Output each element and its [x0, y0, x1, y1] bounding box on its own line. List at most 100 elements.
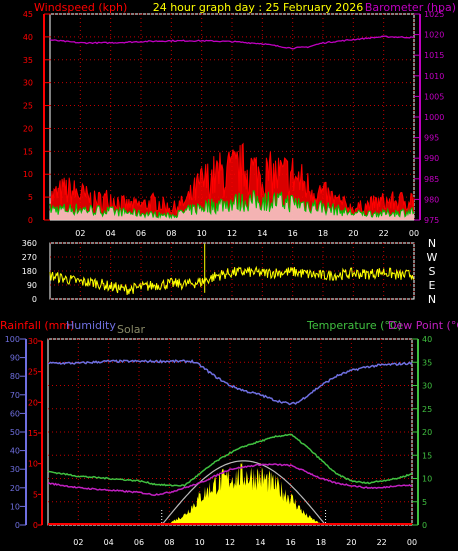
barometer-tick: 1005 [424, 92, 444, 101]
barometer-line [49, 35, 415, 50]
direction-axis: 0 90 180 270 360 [22, 239, 37, 304]
windspeed-tick: 10 [23, 170, 33, 179]
humidity-axis: 0 10 20 30 40 50 60 70 80 90 100 [5, 335, 27, 530]
dewpoint-label: Dew Point (°C) [388, 319, 458, 332]
direction-tick: 270 [22, 253, 37, 262]
windspeed-area [50, 143, 414, 220]
windspeed-tick: 45 [23, 10, 33, 19]
temperature-tick: 0 [422, 521, 427, 530]
windspeed-axis: 0 5 10 15 20 25 30 35 40 45 [23, 10, 50, 225]
direction-tick: 0 [32, 295, 37, 304]
barometer-tick: 985 [424, 175, 439, 184]
windspeed-tick: 20 [23, 124, 33, 133]
humidity-tick: 90 [10, 354, 20, 363]
humidity-tick: 60 [10, 409, 20, 418]
time-tick: 22 [379, 229, 389, 238]
rainfall-tick: 15 [28, 429, 38, 438]
direction-tick: 360 [22, 239, 37, 248]
direction-tick: 90 [27, 281, 37, 290]
barometer-label: Barometer (hpa) [365, 1, 456, 14]
temperature-label: Temperature (°C) [306, 319, 402, 332]
windspeed-tick: 25 [23, 102, 33, 111]
barometer-tick: 1010 [424, 72, 444, 81]
dewpoint-line [47, 463, 413, 497]
temperature-tick: 20 [422, 428, 432, 437]
time-tick: 16 [286, 538, 296, 547]
time-tick: 02 [75, 229, 85, 238]
time-tick: 00 [407, 538, 417, 547]
time-tick: 12 [225, 538, 235, 547]
temperature-tick: 40 [422, 335, 432, 344]
compass-label: N [428, 293, 436, 306]
windspeed-tick: 15 [23, 147, 33, 156]
time-tick: 08 [164, 538, 174, 547]
humidity-line [47, 359, 413, 406]
time-tick: 06 [136, 229, 146, 238]
barometer-tick: 990 [424, 154, 439, 163]
rainfall-tick: 0 [33, 521, 38, 530]
rainfall-axis: 0 5 10 15 20 25 30 [28, 337, 43, 530]
time-tick: 00 [409, 229, 419, 238]
temperature-tick: 25 [422, 405, 432, 414]
wind-time-axis: 02 04 06 08 10 12 14 16 18 20 22 00 [75, 229, 419, 238]
windspeed-tick: 35 [23, 56, 33, 65]
humidity-tick: 30 [10, 465, 20, 474]
time-tick: 06 [134, 538, 144, 547]
temp-series [47, 359, 413, 526]
temperature-tick: 15 [422, 451, 432, 460]
wind-mean-area [50, 190, 414, 220]
temperature-tick: 5 [422, 498, 427, 507]
direction-panel-grid [50, 242, 415, 300]
windspeed-tick: 0 [28, 216, 33, 225]
compass-label: S [429, 265, 436, 278]
rainfall-tick: 5 [33, 490, 38, 499]
direction-line [49, 265, 415, 295]
wind-series [49, 35, 415, 220]
time-tick: 22 [377, 538, 387, 547]
barometer-tick: 1020 [424, 31, 444, 40]
barometer-axis: 975 980 985 990 995 1000 1005 1010 1015 1020 1025 [414, 10, 444, 225]
humidity-tick: 20 [10, 484, 20, 493]
humidity-label: Humidity [66, 319, 116, 332]
time-tick: 16 [288, 229, 298, 238]
barometer-tick: 975 [424, 216, 439, 225]
humidity-tick: 70 [10, 391, 20, 400]
barometer-tick: 1025 [424, 10, 444, 19]
wind-gust-line [49, 190, 415, 220]
temperature-axis: 0 5 10 15 20 25 30 35 40 [412, 335, 432, 530]
humidity-tick: 10 [10, 502, 20, 511]
time-tick: 20 [346, 538, 356, 547]
humidity-tick: 40 [10, 447, 20, 456]
compass-label: W [427, 251, 438, 264]
barometer-tick: 1015 [424, 51, 444, 60]
direction-tick: 180 [22, 267, 37, 276]
rainfall-tick: 25 [28, 368, 38, 377]
windspeed-label: Windspeed (kph) [34, 1, 127, 14]
humidity-tick: 0 [15, 521, 20, 530]
time-tick: 08 [166, 229, 176, 238]
time-tick: 04 [104, 538, 114, 547]
time-tick: 10 [197, 229, 207, 238]
time-tick: 04 [106, 229, 116, 238]
compass-label: E [429, 279, 436, 292]
direction-series [49, 243, 415, 295]
time-tick: 02 [73, 538, 83, 547]
time-tick: 14 [257, 229, 267, 238]
time-tick: 14 [255, 538, 265, 547]
compass-label: N [428, 237, 436, 250]
windspeed-tick: 30 [23, 79, 33, 88]
barometer-tick: 995 [424, 134, 439, 143]
temperature-tick: 30 [422, 382, 432, 391]
windspeed-tick: 5 [28, 193, 33, 202]
temperature-tick: 10 [422, 475, 432, 484]
temperature-tick: 35 [422, 358, 432, 367]
temperature-line [47, 433, 413, 487]
solar-max-curve [161, 460, 327, 526]
time-tick: 18 [316, 538, 326, 547]
humidity-tick: 80 [10, 372, 20, 381]
temp-time-axis: 02 04 06 08 10 12 14 16 18 20 22 00 [73, 538, 417, 547]
time-tick: 20 [348, 229, 358, 238]
windspeed-line [49, 142, 415, 217]
